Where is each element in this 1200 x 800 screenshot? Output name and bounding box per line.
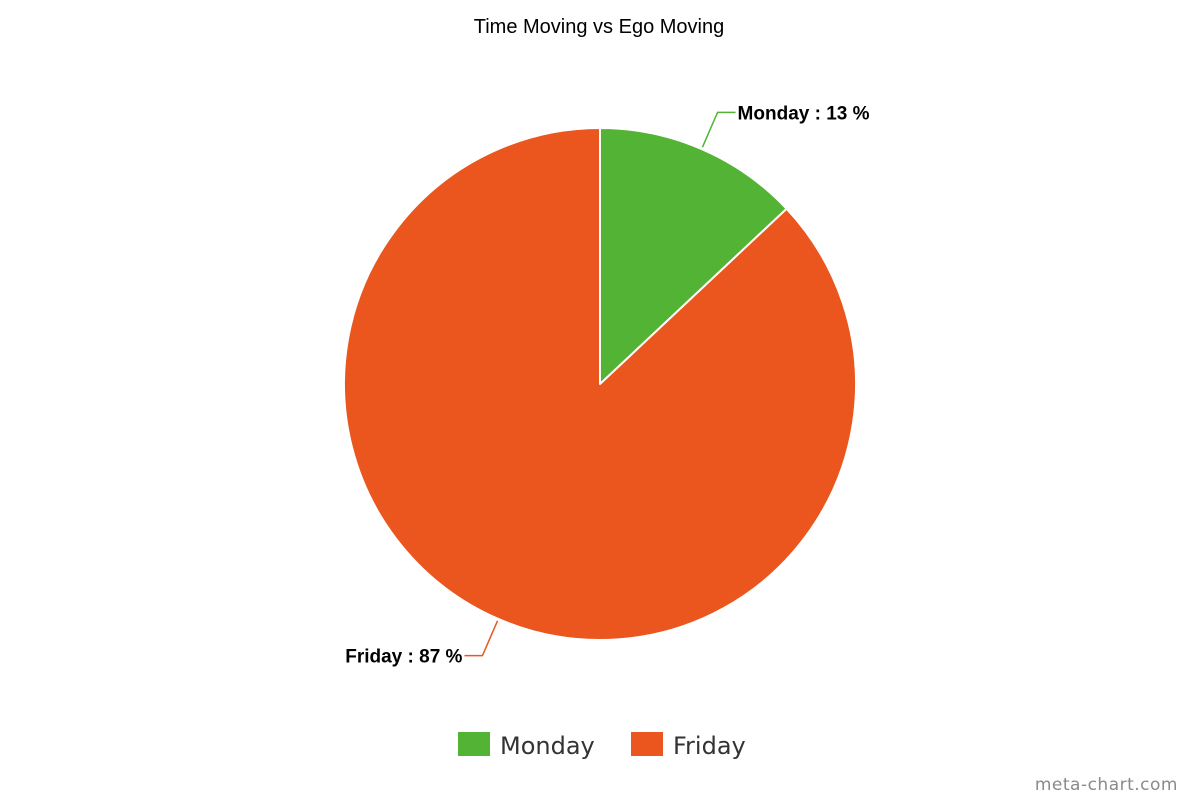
data-labels: Monday : 13 % Friday : 87 % — [345, 103, 869, 667]
pie-slices — [343, 127, 857, 641]
label-connector-friday — [464, 620, 499, 657]
chart-title: Time Moving vs Ego Moving — [474, 16, 724, 38]
legend: Monday Friday — [458, 732, 746, 760]
pie-slice-friday[interactable] — [343, 127, 857, 641]
data-label-friday: Friday : 87 % — [345, 647, 462, 668]
label-connectors — [464, 111, 736, 657]
watermark: meta-chart.com — [1035, 775, 1178, 795]
label-connector-monday — [701, 111, 736, 148]
data-label-monday: Monday : 13 % — [738, 103, 870, 124]
pie-slice-monday[interactable] — [599, 127, 788, 385]
legend-label-friday[interactable]: Friday — [673, 732, 746, 760]
legend-label-monday[interactable]: Monday — [500, 732, 595, 760]
legend-swatch-friday[interactable] — [631, 732, 663, 756]
legend-swatch-monday[interactable] — [458, 732, 490, 756]
